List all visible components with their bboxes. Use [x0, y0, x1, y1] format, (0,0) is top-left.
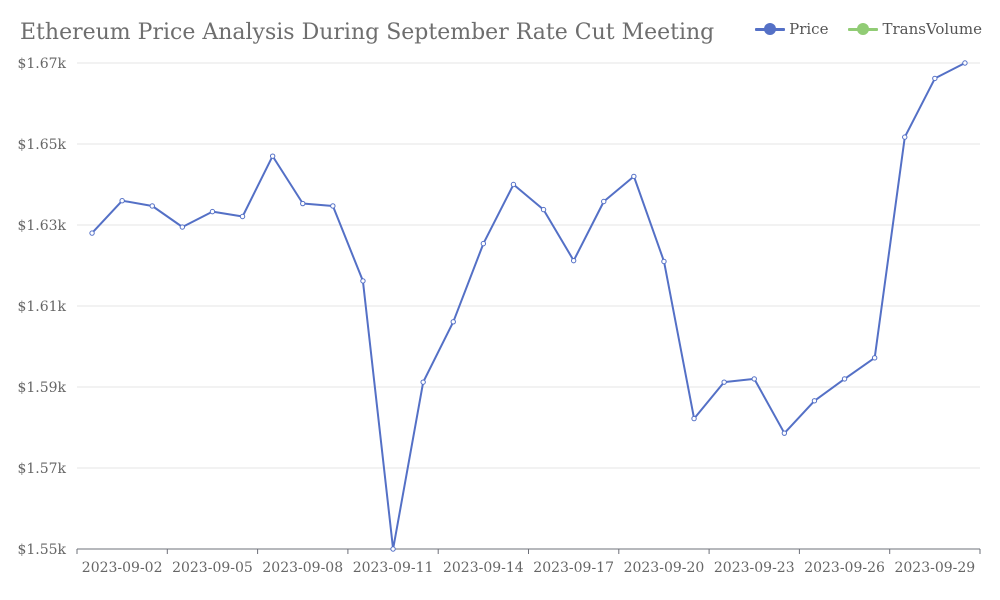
- legend-swatch-price: [755, 23, 786, 35]
- legend-label-transvolume: TransVolume: [882, 20, 982, 38]
- data-point[interactable]: [239, 213, 246, 220]
- data-point[interactable]: [390, 546, 396, 552]
- data-point[interactable]: [89, 230, 95, 236]
- data-point[interactable]: [300, 200, 306, 207]
- data-point[interactable]: [119, 198, 125, 204]
- y-tick-label: $1.59k: [17, 380, 66, 396]
- chart-title: Ethereum Price Analysis During September…: [20, 20, 715, 45]
- legend-item-transvolume[interactable]: TransVolume: [848, 20, 982, 38]
- series-layer: [89, 60, 968, 552]
- data-point[interactable]: [631, 173, 637, 180]
- data-point[interactable]: [209, 208, 216, 215]
- data-point[interactable]: [360, 278, 366, 284]
- data-point[interactable]: [841, 376, 848, 382]
- y-tick-label: $1.63k: [17, 218, 66, 234]
- x-tick-label: 2023-09-29: [894, 560, 975, 576]
- data-point[interactable]: [179, 224, 186, 230]
- x-tick-label: 2023-09-26: [804, 560, 885, 576]
- y-tick-label: $1.65k: [17, 137, 66, 153]
- x-tick-label: 2023-09-20: [624, 560, 705, 576]
- data-point[interactable]: [570, 257, 577, 264]
- legend-item-price[interactable]: Price: [755, 20, 828, 38]
- x-tick-label: 2023-09-02: [82, 560, 163, 576]
- data-point[interactable]: [751, 376, 757, 382]
- legend-swatch-transvolume: [848, 23, 879, 35]
- y-tick-label: $1.55k: [17, 542, 66, 558]
- data-point[interactable]: [450, 319, 456, 325]
- data-point[interactable]: [420, 379, 426, 385]
- y-tick-label: $1.61k: [17, 299, 66, 315]
- x-tick-label: 2023-09-08: [262, 560, 343, 576]
- data-point[interactable]: [721, 379, 727, 385]
- y-axis: $1.55k $1.57k $1.59k $1.61k $1.63k $1.65k $1.6…: [17, 56, 66, 558]
- data-point[interactable]: [601, 198, 607, 205]
- data-point[interactable]: [510, 181, 517, 188]
- series-line-price: [91, 62, 966, 550]
- data-point[interactable]: [902, 134, 908, 140]
- legend-label-price: Price: [789, 20, 829, 38]
- data-point[interactable]: [691, 415, 697, 422]
- data-point[interactable]: [269, 153, 276, 159]
- data-point[interactable]: [480, 240, 487, 247]
- data-point[interactable]: [330, 203, 336, 209]
- data-point[interactable]: [962, 60, 968, 66]
- x-tick-label: 2023-09-11: [353, 560, 434, 576]
- y-tick-label: $1.67k: [17, 56, 66, 72]
- data-point[interactable]: [540, 206, 547, 213]
- data-point[interactable]: [932, 75, 938, 82]
- x-tick-label: 2023-09-23: [714, 560, 795, 576]
- data-point[interactable]: [811, 398, 818, 404]
- data-point[interactable]: [781, 430, 788, 436]
- data-point[interactable]: [661, 258, 667, 265]
- data-point[interactable]: [149, 203, 155, 209]
- legend: Price TransVolume: [755, 20, 982, 38]
- x-tick-label: 2023-09-14: [443, 560, 524, 576]
- x-tick-label: 2023-09-05: [172, 560, 253, 576]
- grid-lines: [77, 62, 980, 469]
- x-axis: 2023-09-02 2023-09-05 2023-09-08 2023-09-11…: [76, 548, 981, 576]
- data-point[interactable]: [871, 355, 878, 361]
- y-tick-label: $1.57k: [17, 461, 66, 477]
- x-tick-label: 2023-09-17: [533, 560, 614, 576]
